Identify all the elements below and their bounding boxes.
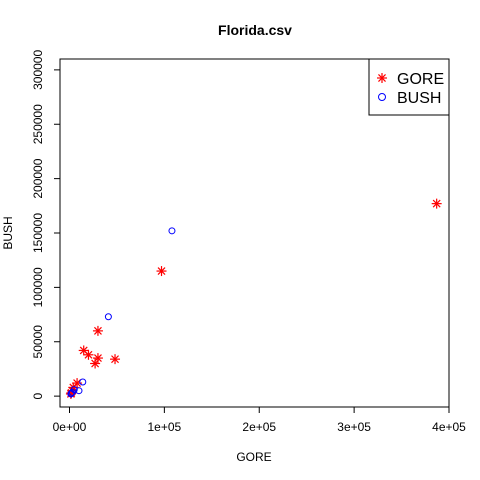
data-point [156,266,167,277]
data-point [79,378,87,386]
data-point [83,349,94,360]
series-bush [67,227,176,398]
data-point [431,198,442,209]
x-tick-label: 2e+05 [242,420,276,434]
series-gore [65,198,442,399]
data-point [75,387,83,395]
y-tick-label: 200000 [31,158,45,198]
y-tick-label: 250000 [31,104,45,144]
legend-label: GORE [397,71,444,88]
data-points [65,198,442,399]
legend-item-bush: BUSH [378,90,441,107]
legend: GORE BUSH [368,58,450,116]
data-point [68,388,76,396]
x-tick-label: 0e+00 [53,420,87,434]
x-tick-label: 1e+05 [148,420,182,434]
x-axis: 0e+00 1e+05 2e+05 3e+05 4e+05 [53,407,466,434]
data-point [92,353,103,364]
y-tick-label: 150000 [31,213,45,253]
y-axis-label: BUSH [1,216,15,249]
data-point [90,358,101,369]
y-tick-label: 100000 [31,267,45,307]
chart-title: Florida.csv [218,22,292,38]
y-axis: 0 50000 100000 150000 200000 250000 300000 [31,50,60,399]
legend-box [368,58,450,116]
y-tick-label: 50000 [31,325,45,359]
data-point [110,354,121,365]
data-point [168,227,176,235]
legend-item-gore: GORE [377,71,444,88]
x-axis-label: GORE [236,450,271,464]
legend-label: BUSH [397,90,441,107]
x-tick-label: 3e+05 [337,420,371,434]
legend-marker [378,93,386,101]
y-tick-label: 300000 [31,50,45,90]
data-point [104,313,112,321]
data-point [67,390,75,398]
legend-marker [377,73,387,83]
x-tick-label: 4e+05 [432,420,466,434]
y-tick-label: 0 [31,392,45,399]
data-point [92,325,103,336]
